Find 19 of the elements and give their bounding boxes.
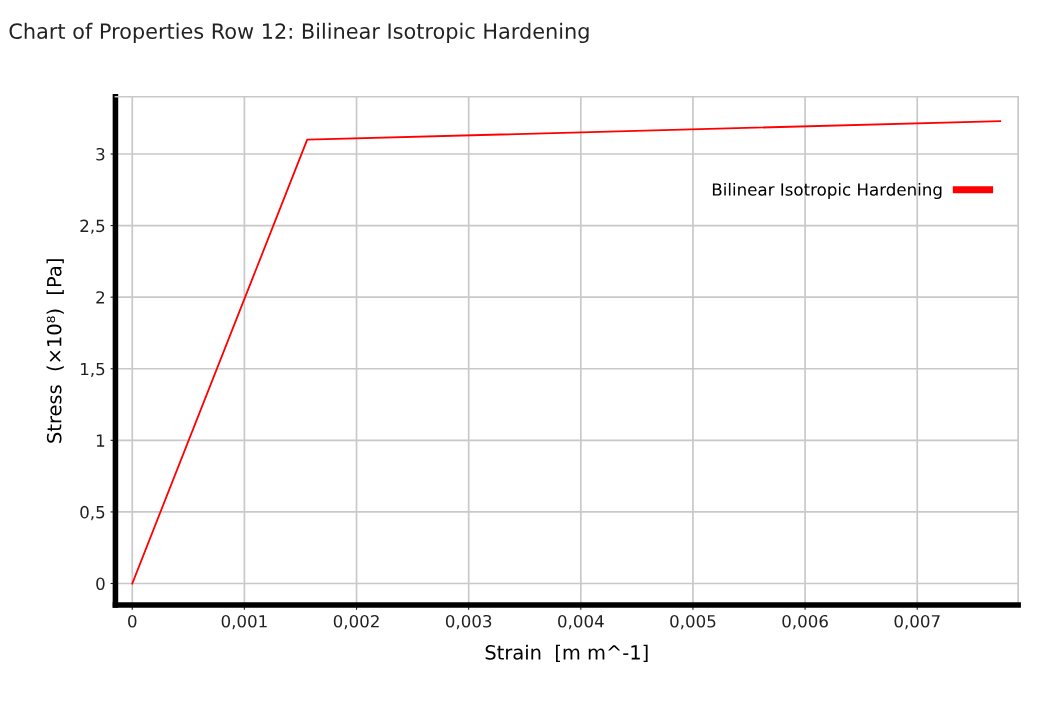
y-tick-label: 0,5 [80, 505, 105, 521]
x-tick-label: 0,003 [445, 614, 492, 630]
x-tick-label: 0,001 [221, 614, 267, 630]
x-tick-label: 0,004 [558, 614, 604, 630]
y-tick-label: 3 [96, 147, 105, 161]
x-tick-label: 0,005 [670, 614, 716, 630]
y-axis-title: Stress (×10⁸) [Pa] [46, 259, 64, 443]
y-tick-label: 2,5 [80, 219, 105, 234]
y-tick-label: 2 [96, 291, 105, 304]
y-tick-label: 1,5 [81, 362, 105, 378]
legend-label: Bilinear Isotropic Hardening [712, 182, 942, 200]
y-tick-label: 1 [96, 434, 105, 447]
x-tick-label: 0,002 [333, 614, 379, 630]
x-tick-label: 0,007 [894, 614, 940, 630]
x-axis-title: Strain [m m^-1] [485, 644, 648, 663]
x-tick-label: 0,006 [782, 614, 828, 630]
x-tick-label: 0 [128, 614, 137, 628]
y-tick-label: 0 [96, 577, 105, 591]
chart-title: Chart of Properties Row 12: Bilinear Isotropic Hardening [9, 22, 589, 44]
